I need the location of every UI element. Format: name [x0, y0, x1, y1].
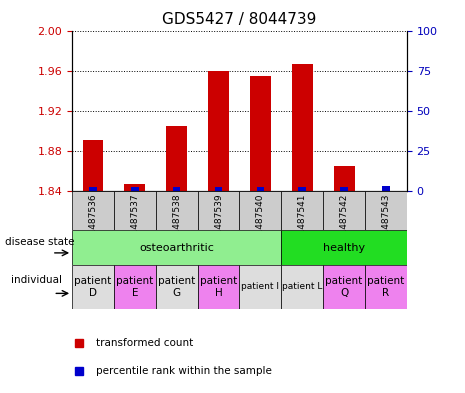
Bar: [166, 126, 187, 191]
Text: patient
E: patient E: [116, 276, 153, 298]
Text: GSM1487537: GSM1487537: [130, 194, 140, 254]
Bar: [72, 265, 114, 309]
Bar: [239, 265, 281, 309]
Bar: [333, 166, 354, 191]
Text: disease state: disease state: [5, 237, 74, 247]
Text: osteoarthritic: osteoarthritic: [139, 242, 214, 253]
Bar: [382, 186, 390, 191]
Text: GSM1487536: GSM1487536: [88, 194, 98, 254]
Text: GSM1487542: GSM1487542: [339, 194, 349, 254]
Bar: [156, 191, 198, 230]
Text: patient
D: patient D: [74, 276, 112, 298]
Bar: [250, 76, 271, 191]
Text: GSM1487541: GSM1487541: [298, 194, 307, 254]
Bar: [156, 265, 198, 309]
Bar: [82, 140, 103, 191]
Text: transformed count: transformed count: [95, 338, 193, 348]
Bar: [365, 191, 407, 230]
Bar: [114, 265, 156, 309]
Bar: [72, 230, 281, 265]
Bar: [215, 187, 222, 191]
Bar: [281, 191, 323, 230]
Bar: [114, 191, 156, 230]
Text: patient
R: patient R: [367, 276, 405, 298]
Bar: [131, 187, 139, 191]
Text: GSM1487543: GSM1487543: [381, 194, 391, 254]
Title: GDS5427 / 8044739: GDS5427 / 8044739: [162, 13, 317, 28]
Text: individual: individual: [11, 275, 61, 285]
Bar: [365, 265, 407, 309]
Text: healthy: healthy: [323, 242, 365, 253]
Bar: [299, 187, 306, 191]
Bar: [340, 187, 348, 191]
Bar: [281, 265, 323, 309]
Bar: [124, 184, 145, 191]
Bar: [208, 71, 229, 191]
Bar: [292, 64, 312, 191]
Bar: [323, 265, 365, 309]
Bar: [198, 191, 239, 230]
Text: GSM1487539: GSM1487539: [214, 194, 223, 254]
Text: patient
H: patient H: [200, 276, 237, 298]
Text: GSM1487540: GSM1487540: [256, 194, 265, 254]
Text: patient
G: patient G: [158, 276, 195, 298]
Bar: [323, 191, 365, 230]
Text: percentile rank within the sample: percentile rank within the sample: [95, 366, 272, 376]
Bar: [257, 187, 264, 191]
Bar: [72, 191, 114, 230]
Text: patient I: patient I: [241, 283, 279, 291]
Bar: [198, 265, 239, 309]
Text: GSM1487538: GSM1487538: [172, 194, 181, 254]
Bar: [173, 187, 180, 191]
Bar: [281, 230, 407, 265]
Bar: [239, 191, 281, 230]
Bar: [89, 187, 97, 191]
Text: patient
Q: patient Q: [326, 276, 363, 298]
Text: patient L: patient L: [282, 283, 322, 291]
